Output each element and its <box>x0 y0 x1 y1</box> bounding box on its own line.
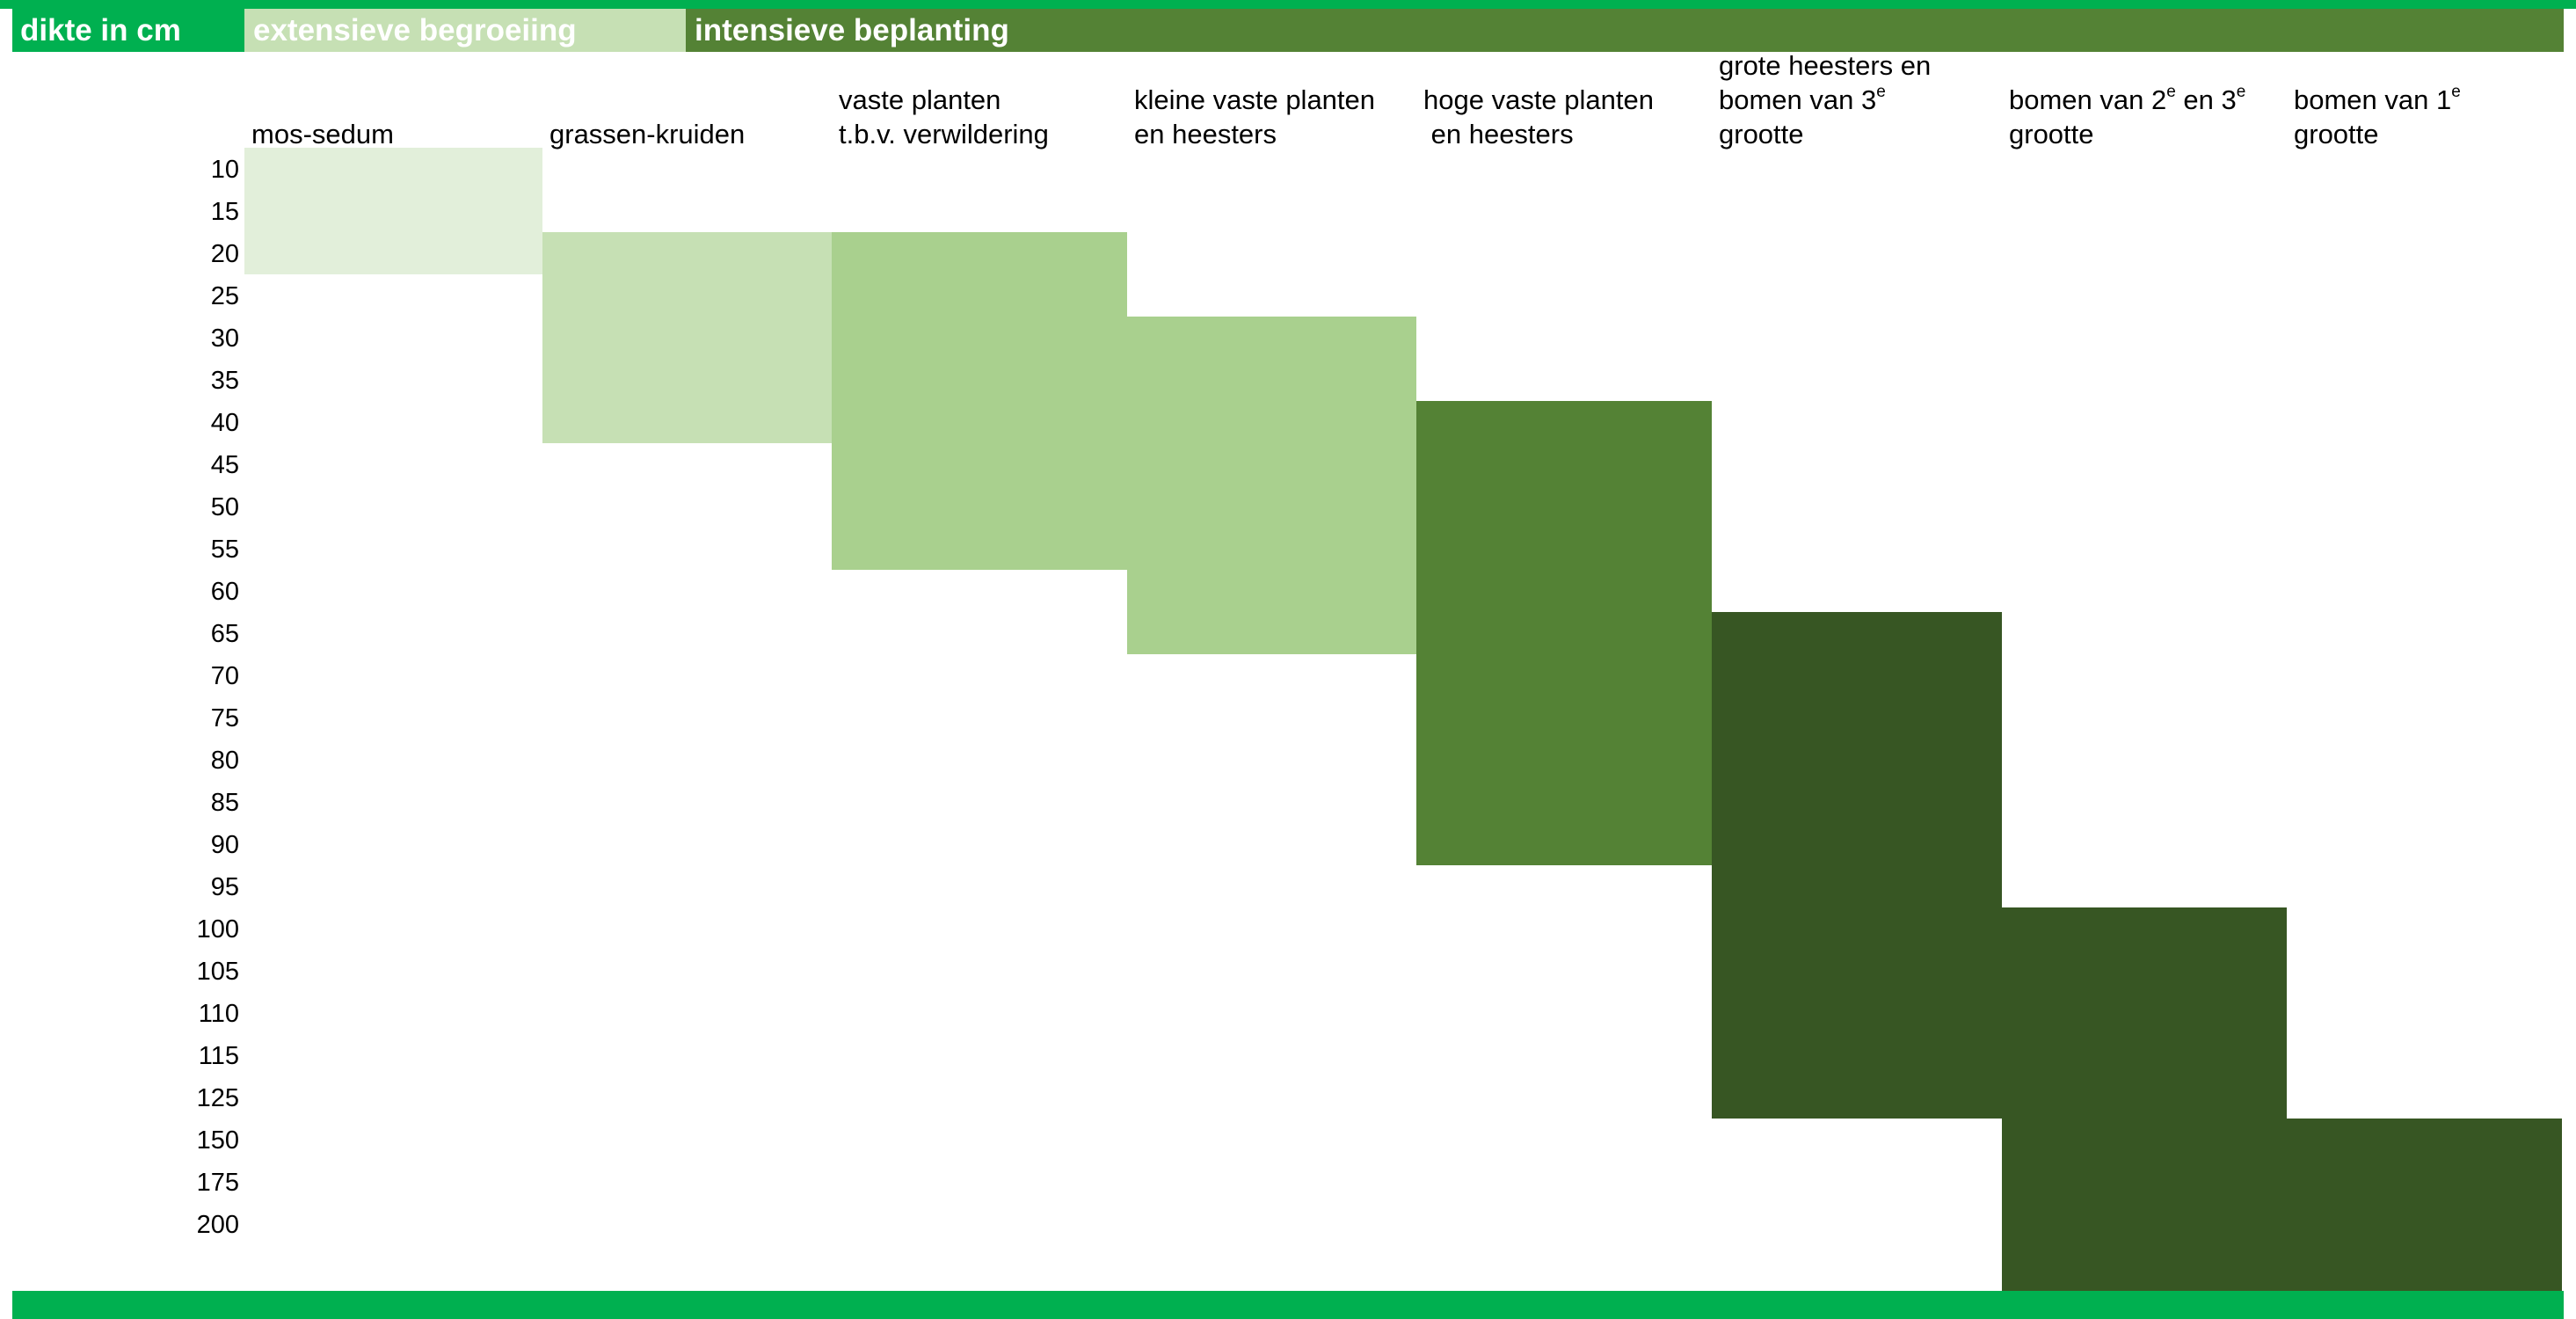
thickness-label-125: 125 <box>196 1084 239 1112</box>
thickness-label-70: 70 <box>210 662 239 690</box>
column-label-bomen-2e-3e: bomen van 2e en 3e grootte <box>2009 83 2245 151</box>
thickness-label-100: 100 <box>196 915 239 944</box>
thickness-label-80: 80 <box>210 747 239 775</box>
thickness-label-40: 40 <box>210 409 239 437</box>
column-label-line: bomen van 2e en 3e <box>2009 83 2245 117</box>
column-label-grote-heesters: grote heesters en bomen van 3e grootte <box>1719 48 1931 151</box>
column-label-vaste-planten-verwildering: vaste planten t.b.v. verwildering <box>839 83 1049 151</box>
label-text: grootte <box>1719 119 1804 149</box>
superscript-text: e <box>2451 83 2461 101</box>
label-text: grootte <box>2009 119 2094 149</box>
column-label-kleine-vaste-planten: kleine vaste planten en heesters <box>1134 83 1375 151</box>
label-text: hoge vaste planten <box>1423 84 1654 115</box>
column-label-line: grootte <box>2009 117 2245 151</box>
range-block-mos-sedum <box>244 148 542 274</box>
column-label-line: grootte <box>2294 117 2461 151</box>
header-intensieve-beplanting: intensieve beplanting <box>686 9 2564 52</box>
top-accent-line <box>0 0 2576 9</box>
label-text: mos-sedum <box>251 119 394 149</box>
column-label-line: vaste planten <box>839 83 1049 117</box>
label-text: bomen van 2 <box>2009 84 2167 115</box>
label-text: en 3 <box>2175 84 2237 115</box>
label-text: vaste planten <box>839 84 1001 115</box>
label-text: en heesters <box>1423 119 1574 149</box>
column-label-hoge-vaste-planten: hoge vaste planten en heesters <box>1423 83 1654 151</box>
superscript-text: e <box>1876 83 1886 101</box>
thickness-label-175: 175 <box>196 1169 239 1197</box>
thickness-label-10: 10 <box>210 156 239 184</box>
thickness-label-200: 200 <box>196 1211 239 1239</box>
thickness-label-150: 150 <box>196 1126 239 1155</box>
column-label-grassen-kruiden: grassen-kruiden <box>549 117 745 151</box>
thickness-label-95: 95 <box>210 873 239 901</box>
thickness-label-110: 110 <box>198 1000 239 1028</box>
column-label-line: hoge vaste planten <box>1423 83 1654 117</box>
thickness-label-25: 25 <box>210 282 239 310</box>
column-label-line: en heesters <box>1134 117 1375 151</box>
column-label-line: bomen van 3e <box>1719 83 1931 117</box>
label-text: grootte <box>2294 119 2379 149</box>
superscript-text: e <box>2166 83 2176 101</box>
thickness-label-65: 65 <box>210 620 239 648</box>
range-block-grassen-kruiden <box>542 232 832 443</box>
thickness-label-55: 55 <box>210 536 239 564</box>
column-label-line: mos-sedum <box>251 117 394 151</box>
column-label-line: en heesters <box>1423 117 1654 151</box>
label-text: en heesters <box>1134 119 1277 149</box>
label-text: bomen van 3 <box>1719 84 1877 115</box>
bottom-accent-bar <box>12 1291 2564 1319</box>
column-label-mos-sedum: mos-sedum <box>251 117 394 151</box>
range-block-vaste-planten-verwildering <box>832 232 1127 570</box>
thickness-label-105: 105 <box>196 958 239 986</box>
thickness-label-20: 20 <box>210 240 239 268</box>
column-label-line: bomen van 1e <box>2294 83 2461 117</box>
range-block-bomen-1e <box>2287 1119 2562 1291</box>
column-label-line: grote heesters en <box>1719 48 1931 83</box>
thickness-label-35: 35 <box>210 367 239 395</box>
column-label-line: grootte <box>1719 117 1931 151</box>
header-extensieve-begroeiing: extensieve begroeiing <box>244 9 686 52</box>
thickness-label-75: 75 <box>210 704 239 732</box>
thickness-label-85: 85 <box>210 789 239 817</box>
column-label-line: t.b.v. verwildering <box>839 117 1049 151</box>
range-block-grote-heesters <box>1712 612 2002 1119</box>
range-block-kleine-vaste-planten <box>1127 317 1416 654</box>
label-text: grassen-kruiden <box>549 119 746 149</box>
column-label-line: grassen-kruiden <box>549 117 745 151</box>
thickness-label-115: 115 <box>198 1042 239 1070</box>
label-text: bomen van 1 <box>2294 84 2452 115</box>
column-label-line: kleine vaste planten <box>1134 83 1375 117</box>
thickness-label-50: 50 <box>210 493 239 521</box>
range-block-hoge-vaste-planten <box>1416 401 1712 865</box>
range-block-bomen-2e-3e <box>2002 907 2287 1291</box>
thickness-label-45: 45 <box>210 451 239 479</box>
column-label-bomen-1e: bomen van 1e grootte <box>2294 83 2461 151</box>
header-dikte-in-cm: dikte in cm <box>12 9 244 52</box>
label-text: kleine vaste planten <box>1134 84 1376 115</box>
label-text: t.b.v. verwildering <box>839 119 1049 149</box>
superscript-text: e <box>2236 83 2246 101</box>
thickness-label-30: 30 <box>210 324 239 353</box>
thickness-label-60: 60 <box>210 578 239 606</box>
thickness-label-90: 90 <box>210 831 239 859</box>
label-text: grote heesters en <box>1719 50 1932 81</box>
thickness-label-15: 15 <box>210 198 239 226</box>
